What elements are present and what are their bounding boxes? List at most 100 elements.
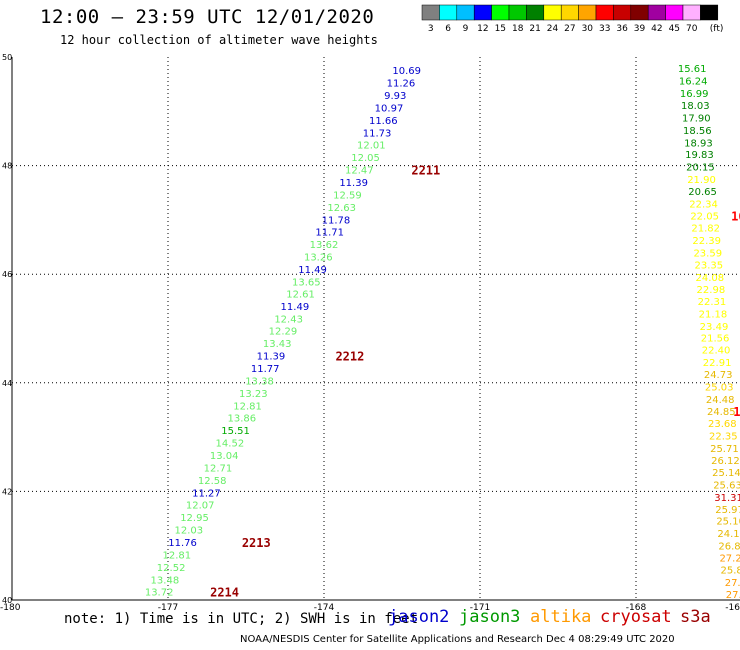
wave-height-label: 20.65 [688, 187, 717, 198]
wave-height-label: 22.34 [689, 200, 718, 211]
color-swatch [665, 4, 684, 21]
color-scale-tick: 42 [651, 24, 662, 34]
wave-height-label: 21.56 [701, 334, 730, 345]
wave-height-label: 17.90 [682, 113, 711, 124]
legend-cryosat: cryosat [600, 607, 672, 627]
wave-height-label: 24.48 [706, 395, 735, 406]
wave-height-label: 13.62 [310, 240, 339, 251]
wave-height-label: 12.59 [333, 190, 362, 201]
y-tick-label: 46 [2, 270, 12, 279]
wave-height-label: 12.71 [204, 464, 233, 475]
wave-height-label: 25.14 [712, 468, 740, 479]
wave-height-label: 14.52 [216, 439, 245, 450]
wave-height-label: 12.63 [327, 203, 356, 214]
color-scale-tick: 24 [547, 24, 559, 34]
color-swatch [473, 4, 492, 21]
x-tick-label: -180 [0, 603, 21, 613]
wave-height-label: 13.43 [263, 339, 292, 350]
wave-height-label: 11.71 [315, 227, 344, 238]
x-tick-label: -174 [314, 603, 335, 613]
wave-height-label: 18.03 [681, 101, 710, 112]
color-scale-tick: 15 [495, 24, 506, 34]
wave-height-label: 12.81 [163, 550, 192, 561]
color-swatch [543, 4, 562, 21]
wave-height-label: 13.26 [304, 252, 333, 263]
wave-height-label: 25.10 [716, 517, 740, 528]
wave-height-labels: 10.6911.269.9310.9711.6611.7312.0112.051… [145, 64, 740, 601]
color-scale-tick: 30 [582, 24, 594, 34]
wave-height-label: 11.73 [363, 128, 392, 139]
wave-height-label: 12.03 [174, 525, 203, 536]
credit-line: NOAA/NESDIS Center for Satellite Applica… [240, 634, 675, 645]
y-tick-label: 48 [2, 162, 12, 171]
color-swatch [613, 4, 632, 21]
wave-height-label: 22.35 [709, 431, 738, 442]
legend-altika: altika [530, 607, 592, 627]
footnote: note: 1) Time is in UTC; 2) SWH is in fe… [64, 611, 419, 627]
wave-height-label: 23.59 [693, 248, 722, 259]
y-tick-label: 50 [2, 53, 12, 62]
color-scale-tick: 39 [634, 24, 646, 34]
y-tick-label: 40 [2, 596, 12, 605]
wave-height-label: 22.39 [692, 236, 721, 247]
wave-height-label: 13.86 [228, 414, 257, 425]
wave-height-label: 23.49 [700, 322, 729, 333]
time-label: 2212 [335, 350, 364, 364]
wave-height-label: 11.49 [298, 265, 327, 276]
wave-height-label: 22.31 [698, 297, 727, 308]
wave-height-label: 24.08 [696, 273, 725, 284]
wave-height-label: 13.65 [292, 277, 321, 288]
wave-height-label: 12.52 [157, 563, 186, 574]
chart-subtitle: 12 hour collection of altimeter wave hei… [60, 33, 378, 47]
wave-height-label: 22.40 [702, 346, 731, 357]
color-swatch [560, 4, 579, 21]
wave-height-label: 25.97 [715, 505, 740, 516]
y-tick-label: 44 [2, 379, 12, 388]
wave-height-label: 20.15 [686, 163, 715, 174]
wave-height-label: 27.0 [725, 578, 740, 589]
x-tick-label: -171 [470, 603, 490, 613]
wave-height-label: 25.85 [720, 566, 740, 577]
wave-height-label: 22.91 [703, 358, 732, 369]
wave-height-label: 18.56 [683, 126, 712, 137]
wave-height-label: 16.24 [679, 76, 708, 87]
x-tick-label: -177 [158, 603, 178, 613]
color-scale-unit: (ft) [710, 24, 724, 34]
wave-height-label: 18.93 [684, 138, 713, 149]
color-scale-tick: 70 [686, 24, 698, 34]
wave-height-label: 23.68 [708, 419, 737, 430]
wave-height-label: 13.23 [239, 389, 268, 400]
legend-jason3: jason3 [459, 607, 521, 627]
time-label: 2213 [242, 536, 271, 550]
color-scale-tick: 12 [477, 24, 488, 34]
wave-height-label: 11.77 [251, 364, 280, 375]
wave-height-label: 12.58 [198, 476, 227, 487]
color-scale-tick: 21 [529, 24, 540, 34]
color-scale-tick: 9 [463, 24, 469, 34]
wave-height-label: 11.66 [369, 116, 398, 127]
color-scale-tick: 6 [445, 24, 451, 34]
wave-height-label: 11.49 [281, 302, 310, 313]
wave-height-label: 22.05 [690, 212, 719, 223]
wave-height-label: 10.97 [375, 103, 404, 114]
wave-height-label: 19.83 [685, 150, 714, 161]
x-tick-label: -16 [725, 603, 740, 613]
wave-height-label: 9.93 [384, 91, 406, 102]
lat-lon-grid [12, 57, 740, 600]
y-tick-label: 42 [2, 487, 12, 496]
wave-height-label: 12.47 [345, 165, 374, 176]
wave-height-label: 12.61 [286, 290, 315, 301]
wave-height-label: 24.85 [707, 407, 736, 418]
wave-height-label: 21.90 [687, 175, 716, 186]
time-label: 2214 [210, 585, 239, 599]
color-swatch [630, 4, 649, 21]
color-scale-tick: 36 [616, 24, 628, 34]
color-swatch [526, 4, 545, 21]
wave-height-label: 12.01 [357, 140, 386, 151]
wave-height-label: 25.63 [713, 480, 740, 491]
wave-height-label: 13.48 [151, 575, 180, 586]
wave-height-label: 12.07 [186, 500, 215, 511]
chart-title: 12:00 – 23:59 UTC 12/01/2020 [40, 6, 375, 28]
wave-height-label: 26.89 [718, 542, 740, 553]
